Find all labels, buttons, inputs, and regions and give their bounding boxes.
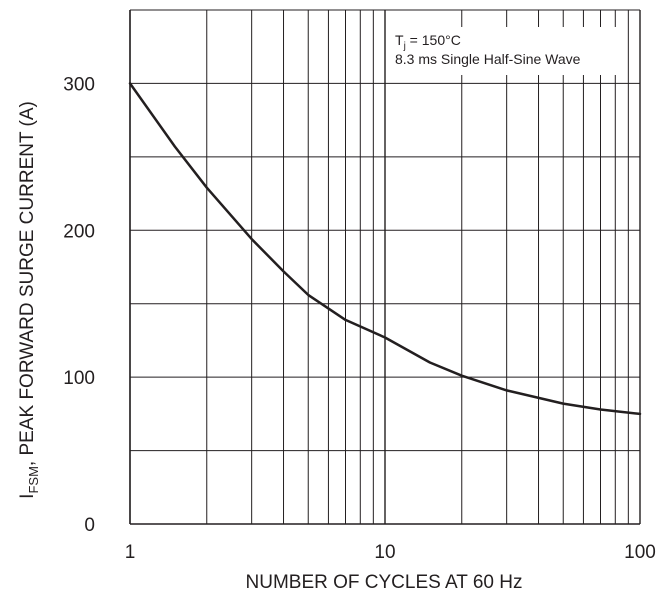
x-tick-label: 100 xyxy=(624,542,656,563)
x-tick-label: 10 xyxy=(374,542,395,563)
series-layer xyxy=(128,82,642,416)
annotation-temperature: Tj = 150°C xyxy=(395,32,461,52)
annotation-waveform: 8.3 ms Single Half-Sine Wave xyxy=(395,51,581,67)
y-tick-label: 200 xyxy=(63,221,95,242)
annotation-temp-value: = 150°C xyxy=(406,32,461,48)
x-tick-label: 1 xyxy=(125,542,136,563)
annotation-box: Tj = 150°C 8.3 ms Single Half-Sine Wave xyxy=(387,27,627,75)
series-line xyxy=(128,82,642,416)
y-axis-title: IFSM, PEAK FORWARD SURGE CURRENT (A) xyxy=(17,101,41,499)
annotation-temp-symbol: T xyxy=(395,32,404,48)
tick-labels: 1 10 100 0 100 200 300 xyxy=(63,74,656,563)
y-axis-symbol: I xyxy=(17,494,38,499)
x-axis-title: NUMBER OF CYCLES AT 60 Hz xyxy=(246,572,523,593)
annotation-background xyxy=(387,27,627,75)
y-axis-subscript: FSM xyxy=(26,466,41,493)
annotation-temp-subscript: j xyxy=(403,41,406,52)
y-tick-label: 300 xyxy=(63,74,95,95)
grid-lines xyxy=(129,9,641,525)
y-tick-label: 100 xyxy=(63,368,95,389)
y-axis-label-text: , PEAK FORWARD SURGE CURRENT (A) xyxy=(17,101,38,466)
y-tick-label: 0 xyxy=(84,515,95,536)
